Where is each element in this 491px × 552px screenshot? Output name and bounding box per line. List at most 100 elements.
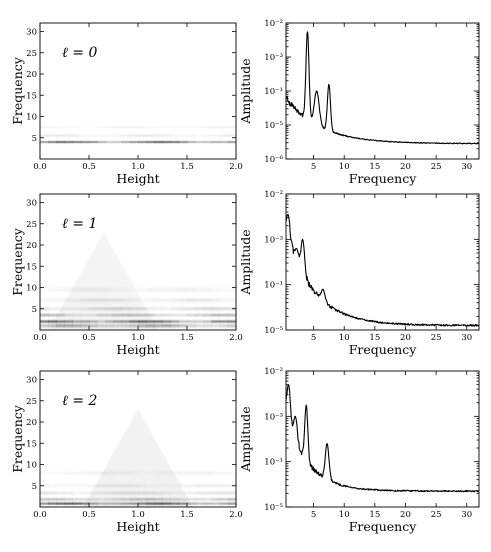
heatmap-band-cell — [178, 288, 188, 291]
heatmap-band-cell — [48, 140, 57, 142]
heatmap-band-cell — [80, 288, 90, 291]
heatmap-band-cell — [89, 314, 98, 316]
heatmap-band-cell — [138, 497, 147, 499]
heatmap-band-cell — [113, 142, 122, 144]
heatmap-band-cell — [170, 140, 180, 142]
heatmap-band-cell — [162, 288, 171, 291]
heatmap-band-cell — [97, 475, 105, 477]
heatmap-band-cell — [72, 499, 82, 501]
heatmap-band-cell — [138, 308, 147, 310]
heatmap-band-cell — [122, 501, 130, 502]
heatmap-band-cell — [64, 325, 73, 327]
heatmap-band-cell — [146, 497, 155, 499]
heatmap-band-cell — [195, 127, 203, 128]
heatmap-band-cell — [171, 317, 179, 318]
heatmap-band-cell — [113, 501, 122, 503]
heatmap-band-cell — [121, 298, 131, 300]
heatmap-band-cell — [219, 309, 229, 311]
heatmap-band-cell — [138, 301, 146, 302]
heatmap-band-cell — [64, 135, 73, 137]
heatmap-band-cell — [80, 141, 90, 143]
heatmap-band-cell — [113, 491, 122, 493]
heatmap-band-cell — [89, 499, 98, 501]
heatmap-band-cell — [105, 127, 113, 128]
heatmap-band-cell — [187, 302, 195, 303]
heatmap-band-cell — [113, 323, 122, 326]
heatmap-band-cell — [178, 501, 188, 503]
heatmap-band-cell — [65, 317, 73, 318]
heatmap-band-cell — [97, 483, 106, 486]
heatmap-band-cell — [56, 474, 64, 476]
heatmap-band-cell — [97, 502, 106, 504]
heatmap-band-cell — [113, 306, 122, 309]
heatmap-band-cell — [146, 302, 154, 303]
heatmap-band-cell — [72, 497, 82, 499]
heatmap-band-cell — [203, 136, 211, 137]
heatmap-band-cell — [89, 310, 97, 311]
y-tick-label: 5 — [32, 482, 37, 492]
heatmap-band-cell — [154, 309, 163, 311]
heatmap-band-cell — [129, 491, 139, 493]
heatmap-band-cell — [80, 492, 90, 494]
heatmap-band-cell — [187, 498, 196, 500]
heatmap-band-cell — [48, 308, 57, 310]
heatmap-band-cell — [211, 312, 220, 314]
heatmap-band-cell — [220, 133, 228, 134]
heatmap-band-cell — [97, 141, 106, 143]
heatmap-band-cell — [114, 313, 122, 314]
heatmap-band-cell — [178, 313, 188, 315]
heatmap-band-cell — [40, 502, 49, 504]
heatmap-band-cell — [56, 501, 65, 503]
heatmap-band-cell — [40, 493, 49, 495]
heatmap-band-cell — [129, 308, 139, 310]
x-tick-label: 20 — [400, 510, 411, 520]
y-tick-label: 10⁻³ — [264, 53, 283, 63]
heatmap-band-cell — [146, 137, 154, 138]
heatmap-band-cell — [40, 134, 49, 136]
y-tick-label: 10⁻² — [264, 190, 283, 200]
heatmap-band-cell — [80, 503, 90, 505]
y-tick-label: 25 — [26, 49, 37, 59]
heatmap-band-cell — [203, 320, 212, 323]
heatmap-band-cell — [219, 503, 229, 505]
heatmap-band-cell — [219, 314, 229, 316]
heatmap-band-cell — [138, 134, 147, 136]
heatmap-band-cell — [121, 483, 131, 486]
heatmap-band-cell — [40, 504, 49, 506]
heatmap-band-cell — [212, 494, 220, 495]
x-tick-label: 25 — [431, 162, 442, 172]
heatmap-band-cell — [40, 323, 49, 326]
y-tick-label: 10⁻⁵ — [264, 326, 283, 336]
heatmap-band-cell — [89, 137, 97, 138]
heatmap-band-cell — [138, 497, 146, 498]
heatmap-band-cell — [211, 326, 220, 328]
x-tick-label: 25 — [431, 510, 442, 520]
heatmap-band-cell — [162, 326, 171, 328]
heatmap-band-cell — [121, 312, 131, 314]
heatmap-band-cell — [170, 320, 180, 322]
heatmap-band-cell — [163, 301, 171, 302]
heatmap-band-cell — [212, 298, 220, 299]
heatmap-band-cell — [227, 492, 236, 494]
heatmap-band-cell — [195, 315, 204, 317]
heatmap-band-cell — [146, 315, 155, 317]
heatmap-band-cell — [130, 317, 138, 318]
heatmap-band-cell — [187, 497, 195, 498]
heatmap-band-cell — [219, 485, 229, 487]
heatmap-band-cell — [171, 493, 179, 494]
heatmap-band-cell — [146, 484, 154, 485]
heatmap-band-cell — [105, 469, 113, 471]
heatmap-band-cell — [122, 306, 130, 307]
heatmap-band-cell — [227, 126, 236, 128]
heatmap-band-cell — [122, 327, 130, 328]
heatmap-band-cell — [179, 286, 187, 288]
heatmap-band-cell — [105, 313, 113, 314]
heatmap-band-cell — [227, 140, 236, 142]
heatmap-band-cell — [187, 327, 195, 328]
heatmap-band-cell — [203, 134, 211, 135]
heatmap-band-cell — [72, 323, 82, 326]
x-tick-label: 30 — [461, 333, 472, 343]
heatmap-band-cell — [113, 493, 122, 495]
heatmap-band-cell — [220, 474, 228, 476]
heatmap-band-cell — [187, 497, 196, 499]
